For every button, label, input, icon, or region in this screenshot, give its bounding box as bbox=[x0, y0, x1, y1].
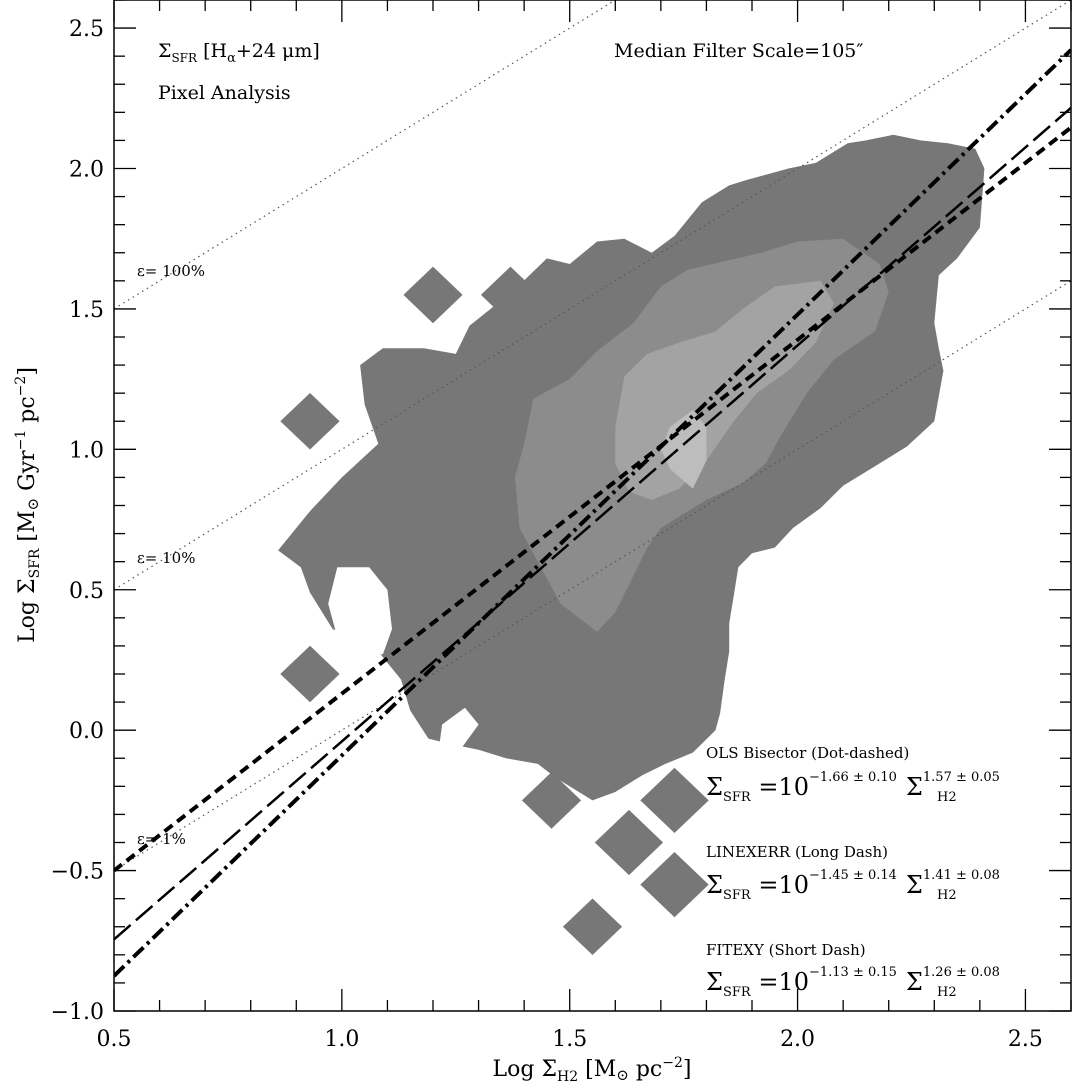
y-tick-label: 2.5 bbox=[69, 17, 104, 42]
y-tick-label: 0.0 bbox=[69, 719, 104, 744]
fit-legend-linexerr: LINEXERR (Long Dash) ΣSFR =10−1.45 ± 0.1… bbox=[706, 843, 1000, 903]
filter-scale-annotation: Median Filter Scale=105″ bbox=[614, 40, 863, 62]
fit-equation-fitexy: ΣSFR =10−1.13 ± 0.15 Σ1.26 ± 0.08 H2 bbox=[706, 965, 1000, 1000]
efficiency-label-10: ε= 10% bbox=[137, 549, 195, 567]
y-axis-title: Log ΣSFR [M⊙ Gyr−1 pc−2] bbox=[13, 367, 43, 643]
outlier-diamond-8 bbox=[563, 899, 622, 956]
fit-line-long-dash bbox=[114, 108, 1071, 940]
fit-equation-ols: ΣSFR =10−1.66 ± 0.10 Σ1.57 ± 0.05 H2 bbox=[706, 770, 1000, 805]
x-tick-label: 2.5 bbox=[1008, 1027, 1043, 1052]
y-tick-label: 2.0 bbox=[69, 158, 104, 183]
x-axis-title: Log ΣH2 [M⊙ pc−2] bbox=[493, 1055, 692, 1085]
efficiency-label-100: ε= 100% bbox=[137, 262, 205, 280]
x-tick-label: 0.5 bbox=[97, 1027, 132, 1052]
x-tick-label: 1.5 bbox=[552, 1027, 587, 1052]
y-tick-label: −0.5 bbox=[51, 860, 104, 885]
sfr-tracer-annotation: ΣSFR [Hα+24 μm] bbox=[158, 40, 320, 66]
outlier-diamond-0 bbox=[403, 267, 462, 324]
outlier-diamond-5 bbox=[595, 810, 663, 875]
fit-legend-ols: OLS Bisector (Dot-dashed) ΣSFR =10−1.66 … bbox=[706, 744, 1000, 805]
outlier-diamond-3 bbox=[280, 646, 339, 703]
fit-name-ols: OLS Bisector (Dot-dashed) bbox=[706, 744, 909, 762]
outlier-diamond-2 bbox=[280, 393, 339, 450]
y-tick-label: 1.0 bbox=[69, 438, 104, 463]
y-tick-label: −1.0 bbox=[51, 1000, 104, 1025]
x-tick-labels: 0.5 1.0 1.5 2.0 2.5 bbox=[97, 1027, 1043, 1052]
efficiency-label-1: ε= 1% bbox=[137, 830, 186, 848]
fit-legend-fitexy: FITEXY (Short Dash) ΣSFR =10−1.13 ± 0.15… bbox=[706, 941, 1000, 1000]
y-tick-label: 1.5 bbox=[69, 298, 104, 323]
x-tick-label: 1.0 bbox=[324, 1027, 359, 1052]
y-tick-labels: −1.0 −0.5 0.0 0.5 1.0 1.5 2.0 2.5 bbox=[51, 17, 104, 1025]
fit-name-fitexy: FITEXY (Short Dash) bbox=[706, 941, 866, 959]
outlier-diamond-7 bbox=[640, 852, 708, 917]
outlier-diamond-6 bbox=[640, 768, 708, 833]
x-tick-label: 2.0 bbox=[780, 1027, 815, 1052]
fit-name-linexerr: LINEXERR (Long Dash) bbox=[706, 843, 888, 861]
fit-equation-linexerr: ΣSFR =10−1.45 ± 0.14 Σ1.41 ± 0.08 H2 bbox=[706, 868, 1000, 903]
y-tick-label: 0.5 bbox=[69, 579, 104, 604]
analysis-annotation: Pixel Analysis bbox=[158, 82, 291, 104]
